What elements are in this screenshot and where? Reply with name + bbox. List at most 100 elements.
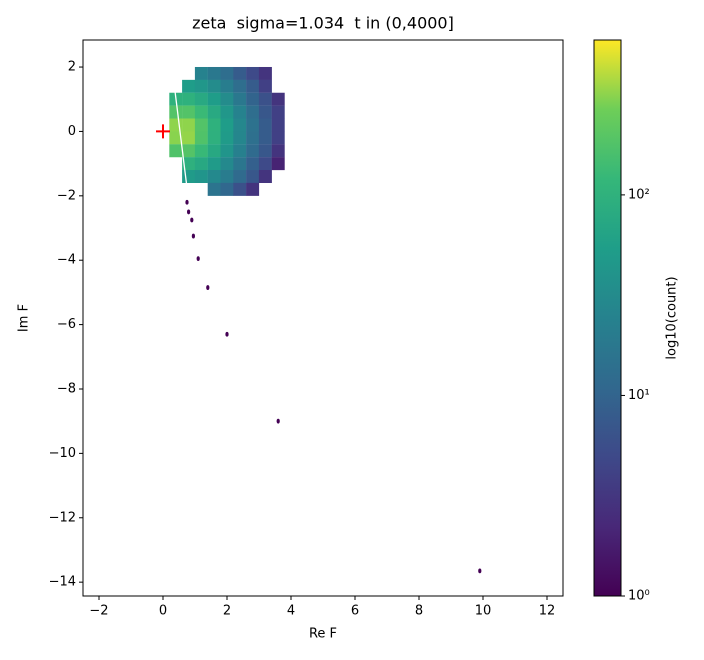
- bin: [246, 92, 260, 106]
- bin: [271, 144, 285, 158]
- outlier-bin: [225, 331, 229, 337]
- bin: [233, 170, 247, 184]
- outlier-bin: [190, 217, 194, 223]
- bin: [271, 118, 285, 132]
- x-tick-label: 8: [415, 604, 423, 619]
- bin: [233, 157, 247, 171]
- x-tick-label: 6: [351, 604, 359, 619]
- bin: [182, 79, 196, 93]
- bin: [258, 170, 272, 184]
- bin: [220, 92, 234, 106]
- y-tick-label: 0: [68, 124, 76, 139]
- bin: [194, 105, 208, 119]
- bin: [220, 79, 234, 93]
- bin: [182, 170, 196, 184]
- bin: [169, 105, 183, 119]
- bin: [258, 118, 272, 132]
- chart-title: zeta sigma=1.034 t in (0,4000]: [192, 14, 454, 33]
- bin: [182, 157, 196, 171]
- x-tick-label: 10: [475, 604, 492, 619]
- x-axis-label: Re F: [309, 627, 337, 642]
- bin: [182, 131, 196, 145]
- bin: [169, 144, 183, 158]
- colorbar-tick-label: 10⁰: [628, 589, 650, 604]
- y-tick-label: −8: [57, 381, 76, 396]
- bin: [207, 105, 221, 119]
- bin: [207, 170, 221, 184]
- bin: [207, 92, 221, 106]
- bin: [258, 66, 272, 80]
- bin: [182, 118, 196, 132]
- bin: [194, 79, 208, 93]
- y-axis-label: Im F: [17, 304, 32, 332]
- bin: [233, 144, 247, 158]
- bin: [271, 105, 285, 119]
- bin: [220, 105, 234, 119]
- y-tick-label: 2: [68, 60, 76, 75]
- bin: [220, 170, 234, 184]
- bin: [194, 92, 208, 106]
- bin: [194, 157, 208, 171]
- bin: [246, 131, 260, 145]
- bin: [207, 144, 221, 158]
- bin: [207, 131, 221, 145]
- bin: [246, 118, 260, 132]
- bin: [182, 92, 196, 106]
- bin: [220, 157, 234, 171]
- y-tick-label: −6: [57, 317, 76, 332]
- bin: [194, 131, 208, 145]
- bin: [220, 131, 234, 145]
- bin: [246, 144, 260, 158]
- bin: [207, 157, 221, 171]
- x-tick-label: 2: [223, 604, 231, 619]
- bin: [233, 131, 247, 145]
- outlier-bin: [187, 209, 191, 215]
- bin: [246, 79, 260, 93]
- bin: [207, 182, 221, 196]
- bin: [207, 66, 221, 80]
- y-tick-label: −12: [49, 510, 76, 525]
- bin: [233, 182, 247, 196]
- x-tick-label: −2: [89, 604, 108, 619]
- bin: [246, 105, 260, 119]
- bin: [182, 105, 196, 119]
- bin: [258, 105, 272, 119]
- colorbar-label: log10(count): [665, 276, 680, 359]
- bin: [220, 144, 234, 158]
- bin: [220, 118, 234, 132]
- bin: [182, 144, 196, 158]
- y-tick-label: −10: [49, 446, 76, 461]
- bin: [258, 157, 272, 171]
- bin: [233, 105, 247, 119]
- bin: [220, 66, 234, 80]
- bin: [207, 118, 221, 132]
- y-tick-label: −4: [57, 253, 76, 268]
- bin: [258, 144, 272, 158]
- bin: [258, 131, 272, 145]
- outlier-bin: [196, 256, 200, 262]
- bin: [169, 131, 183, 145]
- bin: [233, 79, 247, 93]
- outlier-bin: [185, 199, 189, 205]
- x-tick-label: 0: [159, 604, 167, 619]
- bin: [271, 131, 285, 145]
- bin: [233, 92, 247, 106]
- plot-area: [156, 66, 482, 574]
- outlier-bin: [478, 568, 482, 574]
- bin: [233, 66, 247, 80]
- y-tick-label: −14: [49, 575, 76, 590]
- bin: [258, 79, 272, 93]
- x-tick-label: 4: [287, 604, 295, 619]
- bin: [246, 170, 260, 184]
- bin: [233, 118, 247, 132]
- bin: [207, 79, 221, 93]
- colorbar-tick-label: 10²: [628, 187, 650, 202]
- origin-marker: [156, 124, 170, 139]
- bin: [246, 157, 260, 171]
- y-tick-label: −2: [57, 188, 76, 203]
- bin: [258, 92, 272, 106]
- colorbar-tick-label: 10¹: [628, 388, 650, 403]
- outlier-bin: [276, 418, 280, 424]
- bin: [246, 66, 260, 80]
- bin: [271, 92, 285, 106]
